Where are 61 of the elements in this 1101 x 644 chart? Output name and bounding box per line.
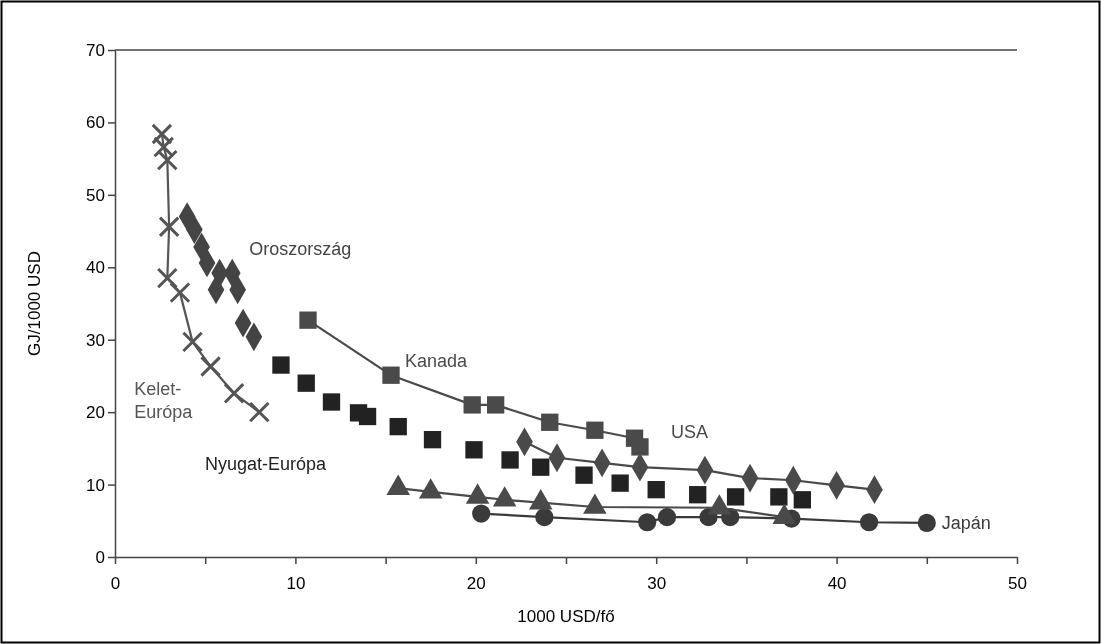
point [423, 431, 442, 449]
series-label: Oroszország [249, 238, 352, 259]
point [657, 508, 677, 527]
y-axis-title: GJ/1000 USD [25, 251, 44, 356]
point [158, 216, 180, 238]
point [389, 417, 407, 436]
point [153, 136, 175, 158]
point [472, 504, 491, 523]
point [575, 466, 593, 484]
y-tick-label: 50 [86, 185, 105, 205]
x-tick-label: 20 [466, 574, 486, 594]
point [169, 281, 191, 304]
y-tick-label: 70 [86, 40, 105, 60]
text: Nyugat-Európa [204, 454, 328, 475]
point [501, 451, 519, 469]
point [463, 396, 481, 414]
point [532, 458, 550, 476]
point [382, 366, 400, 384]
point [541, 413, 559, 431]
y-tick-label: 60 [86, 113, 105, 133]
point [770, 488, 788, 506]
x-tick-label: 30 [647, 574, 667, 594]
y-tick-label: 40 [86, 258, 105, 278]
point [297, 374, 315, 392]
x-tick-label: 10 [286, 574, 306, 594]
series-label: USA [670, 422, 708, 443]
point [156, 149, 178, 171]
x-tick-label: 40 [827, 574, 847, 594]
point [199, 355, 222, 378]
point [793, 491, 811, 509]
series-label: Japán [941, 512, 991, 533]
point [631, 438, 649, 456]
point [322, 393, 341, 411]
x-tick-label: 50 [1008, 574, 1027, 594]
point [181, 331, 204, 353]
point [299, 311, 317, 329]
point [611, 474, 629, 492]
series-label: Kelet-Európa [134, 379, 194, 422]
point [223, 382, 245, 404]
point [647, 480, 665, 499]
point [358, 407, 377, 426]
point [859, 513, 879, 532]
series-label: Kanada [405, 351, 469, 372]
y-tick-label: 20 [86, 403, 105, 423]
point [586, 421, 604, 439]
point [248, 401, 270, 423]
point [726, 488, 745, 506]
x-axis-title: 1000 USD/fő [517, 607, 615, 626]
point [486, 396, 505, 414]
y-tick-label: 10 [86, 475, 105, 495]
point [638, 513, 657, 532]
point [535, 508, 554, 527]
point [689, 486, 707, 504]
point [151, 123, 173, 145]
point [272, 356, 290, 374]
point [465, 441, 483, 459]
y-tick-label: 0 [95, 547, 105, 567]
point [917, 513, 936, 533]
y-tick-label: 30 [86, 330, 105, 350]
x-tick-label: 0 [110, 574, 121, 594]
point [156, 267, 178, 289]
